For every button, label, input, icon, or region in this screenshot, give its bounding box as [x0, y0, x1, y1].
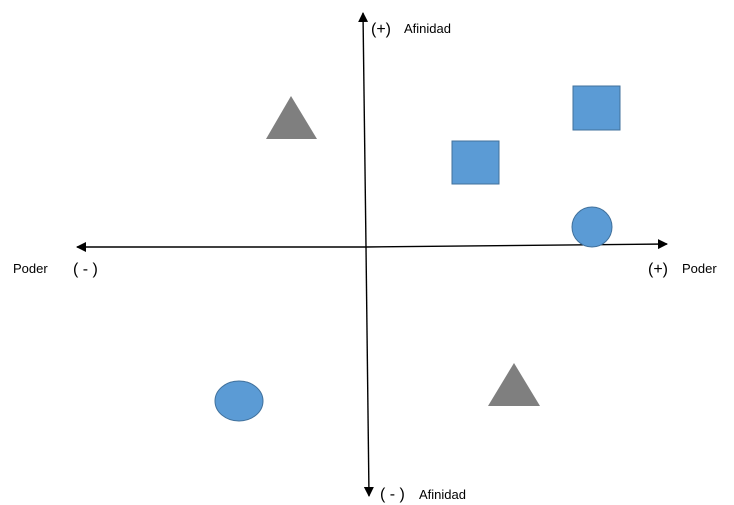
- circle-right: [571, 206, 613, 248]
- circle-bottom-left: [214, 380, 264, 422]
- square-top-right: [572, 85, 621, 131]
- y-positive-sign: (+): [371, 21, 391, 38]
- x-axis-positive: [365, 239, 668, 250]
- x-positive-sign: (+): [648, 261, 668, 278]
- triangle-bottom-right: [488, 363, 540, 406]
- y-negative-label: Afinidad: [419, 487, 466, 502]
- x-negative-sign: ( - ): [73, 261, 98, 278]
- x-positive-label: Poder: [682, 261, 717, 276]
- square-middle-right: [451, 140, 500, 185]
- y-axis-negative: [363, 246, 374, 497]
- triangle-top-left: [266, 96, 317, 139]
- x-negative-label: Poder: [13, 261, 48, 276]
- y-negative-sign: ( - ): [380, 486, 405, 503]
- y-positive-label: Afinidad: [404, 21, 451, 36]
- y-axis-positive: [358, 12, 369, 248]
